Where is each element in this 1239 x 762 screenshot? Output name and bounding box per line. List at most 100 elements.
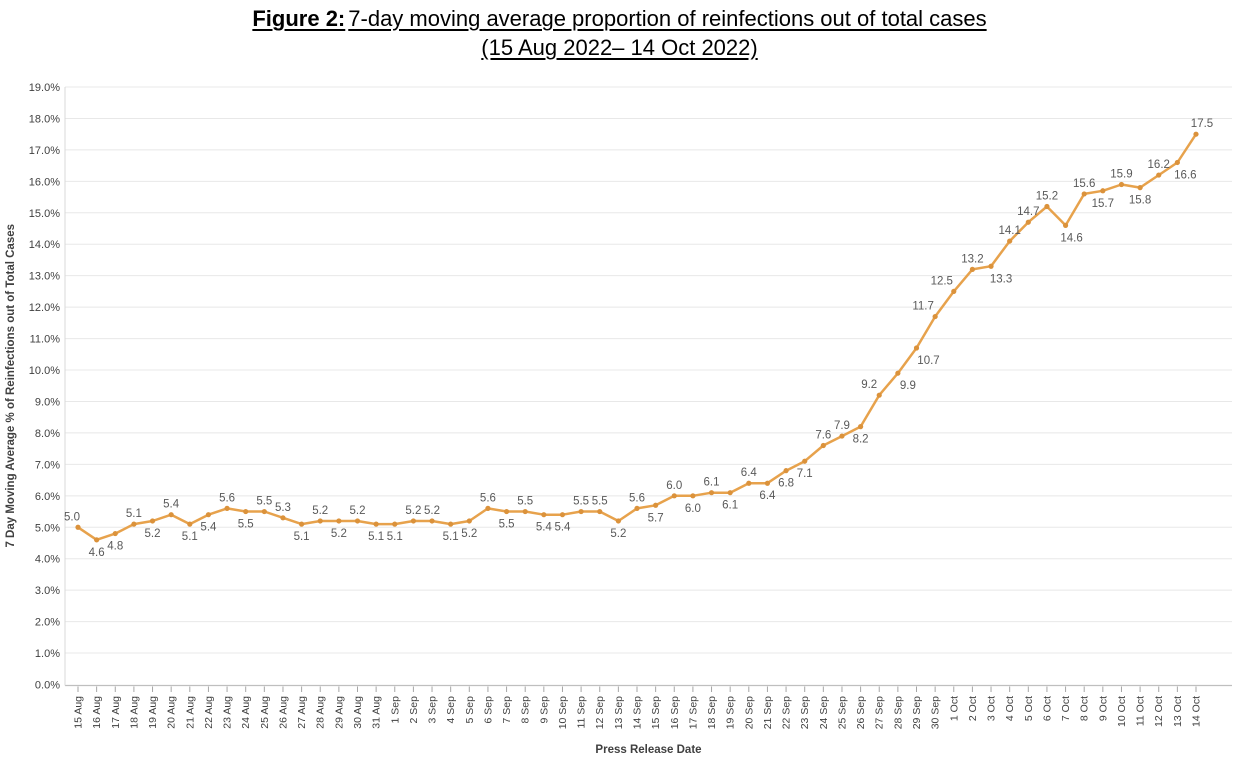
x-tick-label: 15 Sep (650, 696, 662, 729)
x-tick-label: 7 Sep (501, 696, 513, 724)
data-point-label: 5.3 (275, 502, 291, 514)
y-tick-label: 14.0% (29, 239, 60, 251)
data-point-marker (578, 508, 584, 515)
y-tick-label: 17.0% (29, 145, 60, 157)
x-tick-label: 5 Sep (464, 696, 476, 724)
x-tick-label: 3 Sep (427, 696, 439, 724)
data-point-label: 5.5 (256, 496, 272, 508)
x-tick-label: 10 Oct (1116, 696, 1128, 727)
x-tick-label: 21 Aug (184, 696, 196, 729)
x-tick-label: 14 Sep (632, 696, 644, 729)
x-tick-label: 7 Oct (1060, 696, 1072, 721)
data-point-marker (634, 505, 640, 511)
data-point-label: 13.2 (961, 253, 983, 265)
x-tick-label: 6 Sep (482, 696, 494, 724)
data-point-marker (988, 263, 994, 269)
data-point-marker (112, 530, 118, 537)
x-axis-labels: 15 Aug 16 Aug 17 Aug 18 Aug 19 Aug 20 Aug 21 A… (73, 696, 1203, 729)
x-tick-label: 23 Aug (222, 696, 234, 729)
data-point-marker (1193, 131, 1199, 137)
x-tick-label: 30 Aug (352, 696, 364, 729)
y-tick-label: 12.0% (29, 302, 60, 314)
data-point-label: 8.2 (853, 434, 869, 446)
data-point-label: 12.5 (931, 275, 953, 287)
data-point-marker (727, 490, 733, 496)
x-tick-label: 25 Aug (259, 696, 271, 729)
data-point-label: 15.7 (1092, 198, 1114, 210)
figure-title-line2: (15 Aug 2022– 14 Oct 2022) (0, 33, 1239, 62)
data-point-marker (969, 266, 976, 272)
data-point-marker (708, 490, 715, 496)
data-point-label: 5.2 (424, 505, 440, 517)
data-point-marker (876, 392, 882, 398)
x-tick-label: 27 Sep (874, 696, 886, 729)
x-tick-label: 21 Sep (762, 696, 774, 729)
figure-title-text: 7-day moving average proportion of reinf… (348, 6, 987, 31)
data-point-marker (597, 508, 603, 515)
data-point-label: 5.0 (64, 511, 80, 523)
y-tick-label: 13.0% (29, 271, 60, 283)
data-point-marker (820, 442, 826, 449)
data-point-label: 7.1 (797, 468, 813, 480)
data-point-label: 4.8 (107, 541, 123, 553)
x-tick-label: 13 Oct (1172, 696, 1184, 727)
figure-title-prefix: Figure 2: (252, 6, 346, 31)
data-point-label: 5.6 (219, 492, 235, 504)
data-point-marker (75, 524, 81, 530)
data-point-label: 14.7 (1017, 206, 1039, 218)
data-point-marker (913, 345, 920, 351)
x-tick-label: 22 Aug (203, 696, 215, 729)
x-tick-label: 17 Aug (110, 696, 122, 729)
data-point-label: 6.0 (685, 503, 701, 515)
data-point-marker (671, 493, 677, 499)
x-tick-label: 4 Sep (445, 696, 457, 724)
y-tick-label: 0.0% (35, 680, 60, 692)
data-point-label: 5.2 (461, 528, 477, 540)
x-tick-label: 16 Sep (669, 696, 681, 729)
data-point-marker (1062, 222, 1069, 228)
data-point-label: 5.5 (592, 496, 608, 508)
x-tick-label: 26 Sep (855, 696, 867, 729)
data-point-marker (261, 508, 267, 515)
x-tick-label: 1 Oct (948, 696, 960, 721)
data-point-label: 9.2 (861, 379, 877, 391)
x-tick-label: 6 Oct (1041, 696, 1053, 721)
x-tick-label: 24 Aug (240, 696, 252, 729)
x-tick-label: 8 Sep (520, 696, 532, 724)
data-point-label: 5.2 (331, 528, 347, 540)
x-tick-label: 5 Oct (1023, 696, 1035, 721)
x-tick-label: 19 Aug (147, 696, 159, 729)
x-tick-label: 13 Sep (613, 696, 625, 729)
series-markers (75, 131, 1199, 543)
data-point-marker (485, 505, 491, 511)
x-tick-label: 28 Aug (315, 696, 327, 729)
x-tick-label: 29 Sep (911, 696, 923, 729)
data-point-marker (1081, 191, 1087, 197)
data-point-label: 15.2 (1036, 191, 1058, 203)
data-point-marker (299, 521, 305, 527)
data-point-marker (615, 518, 621, 524)
y-tick-label: 8.0% (35, 428, 60, 440)
data-point-label: 5.1 (387, 531, 403, 543)
data-point-marker (522, 508, 528, 515)
data-point-label: 17.5 (1191, 118, 1213, 130)
data-point-label: 11.7 (912, 301, 934, 313)
data-point-label: 9.9 (900, 380, 916, 392)
data-point-label: 6.0 (666, 480, 682, 492)
data-point-label: 6.4 (741, 467, 758, 479)
y-tick-label: 15.0% (29, 208, 60, 220)
data-point-marker (559, 512, 566, 518)
data-point-label: 5.7 (648, 512, 664, 524)
data-point-label: 15.6 (1073, 178, 1095, 190)
x-tick-label: 12 Sep (594, 696, 606, 729)
y-tick-label: 4.0% (35, 554, 60, 566)
data-point-marker (205, 512, 212, 518)
data-point-label: 14.6 (1060, 232, 1082, 244)
data-point-label: 5.2 (350, 505, 366, 517)
data-point-label: 10.7 (917, 355, 939, 367)
data-point-label: 5.5 (517, 496, 533, 508)
data-point-marker (932, 313, 938, 320)
data-point-marker (317, 518, 323, 524)
x-tick-label: 18 Sep (706, 696, 718, 729)
